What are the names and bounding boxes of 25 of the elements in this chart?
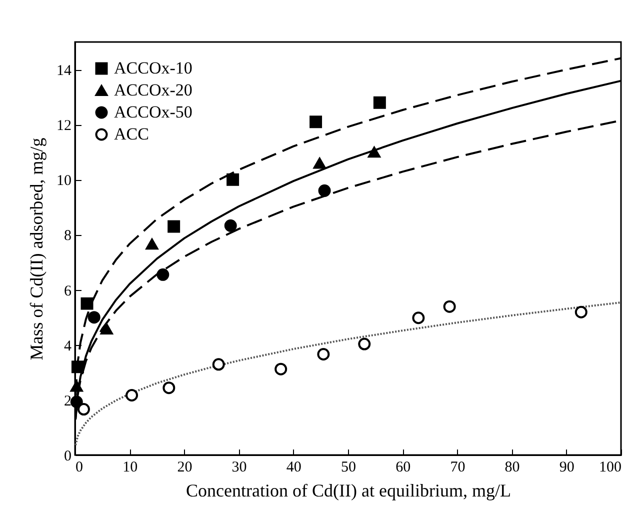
x-tick-label: 30 — [232, 460, 247, 476]
y-tick-label: 2 — [64, 393, 72, 410]
y-tick-label: 12 — [56, 118, 72, 134]
x-tick-label: 0 — [76, 460, 83, 476]
y-tick-label: 6 — [64, 283, 72, 300]
x-tick-label: 70 — [450, 460, 466, 476]
y-tick-label: 8 — [64, 228, 72, 244]
y-axis-title: Mass of Cd(II) adsorbed, mg/g — [26, 138, 46, 360]
x-tick-label: 80 — [504, 460, 520, 476]
legend-label: ACCOx-10 — [114, 58, 192, 78]
legend-label: ACCOx-50 — [114, 102, 192, 122]
y-tick-label: 14 — [56, 63, 72, 80]
x-tick-label: 40 — [286, 460, 302, 476]
legend-label: ACCOx-20 — [114, 80, 192, 100]
x-tick-label: 60 — [396, 460, 411, 476]
y-tick-label: 0 — [64, 448, 72, 464]
x-tick-label: 20 — [177, 460, 192, 476]
x-tick-label: 90 — [559, 460, 574, 476]
y-tick-label: 4 — [64, 338, 72, 354]
x-tick-label: 100 — [599, 460, 622, 476]
legend-label: ACC — [114, 124, 149, 144]
x-tick-label: 50 — [341, 460, 356, 476]
x-tick-label: 10 — [122, 460, 138, 476]
y-tick-label: 10 — [56, 173, 72, 190]
x-axis-title: Concentration of Cd(II) at equilibrium, mg/L — [186, 480, 511, 500]
